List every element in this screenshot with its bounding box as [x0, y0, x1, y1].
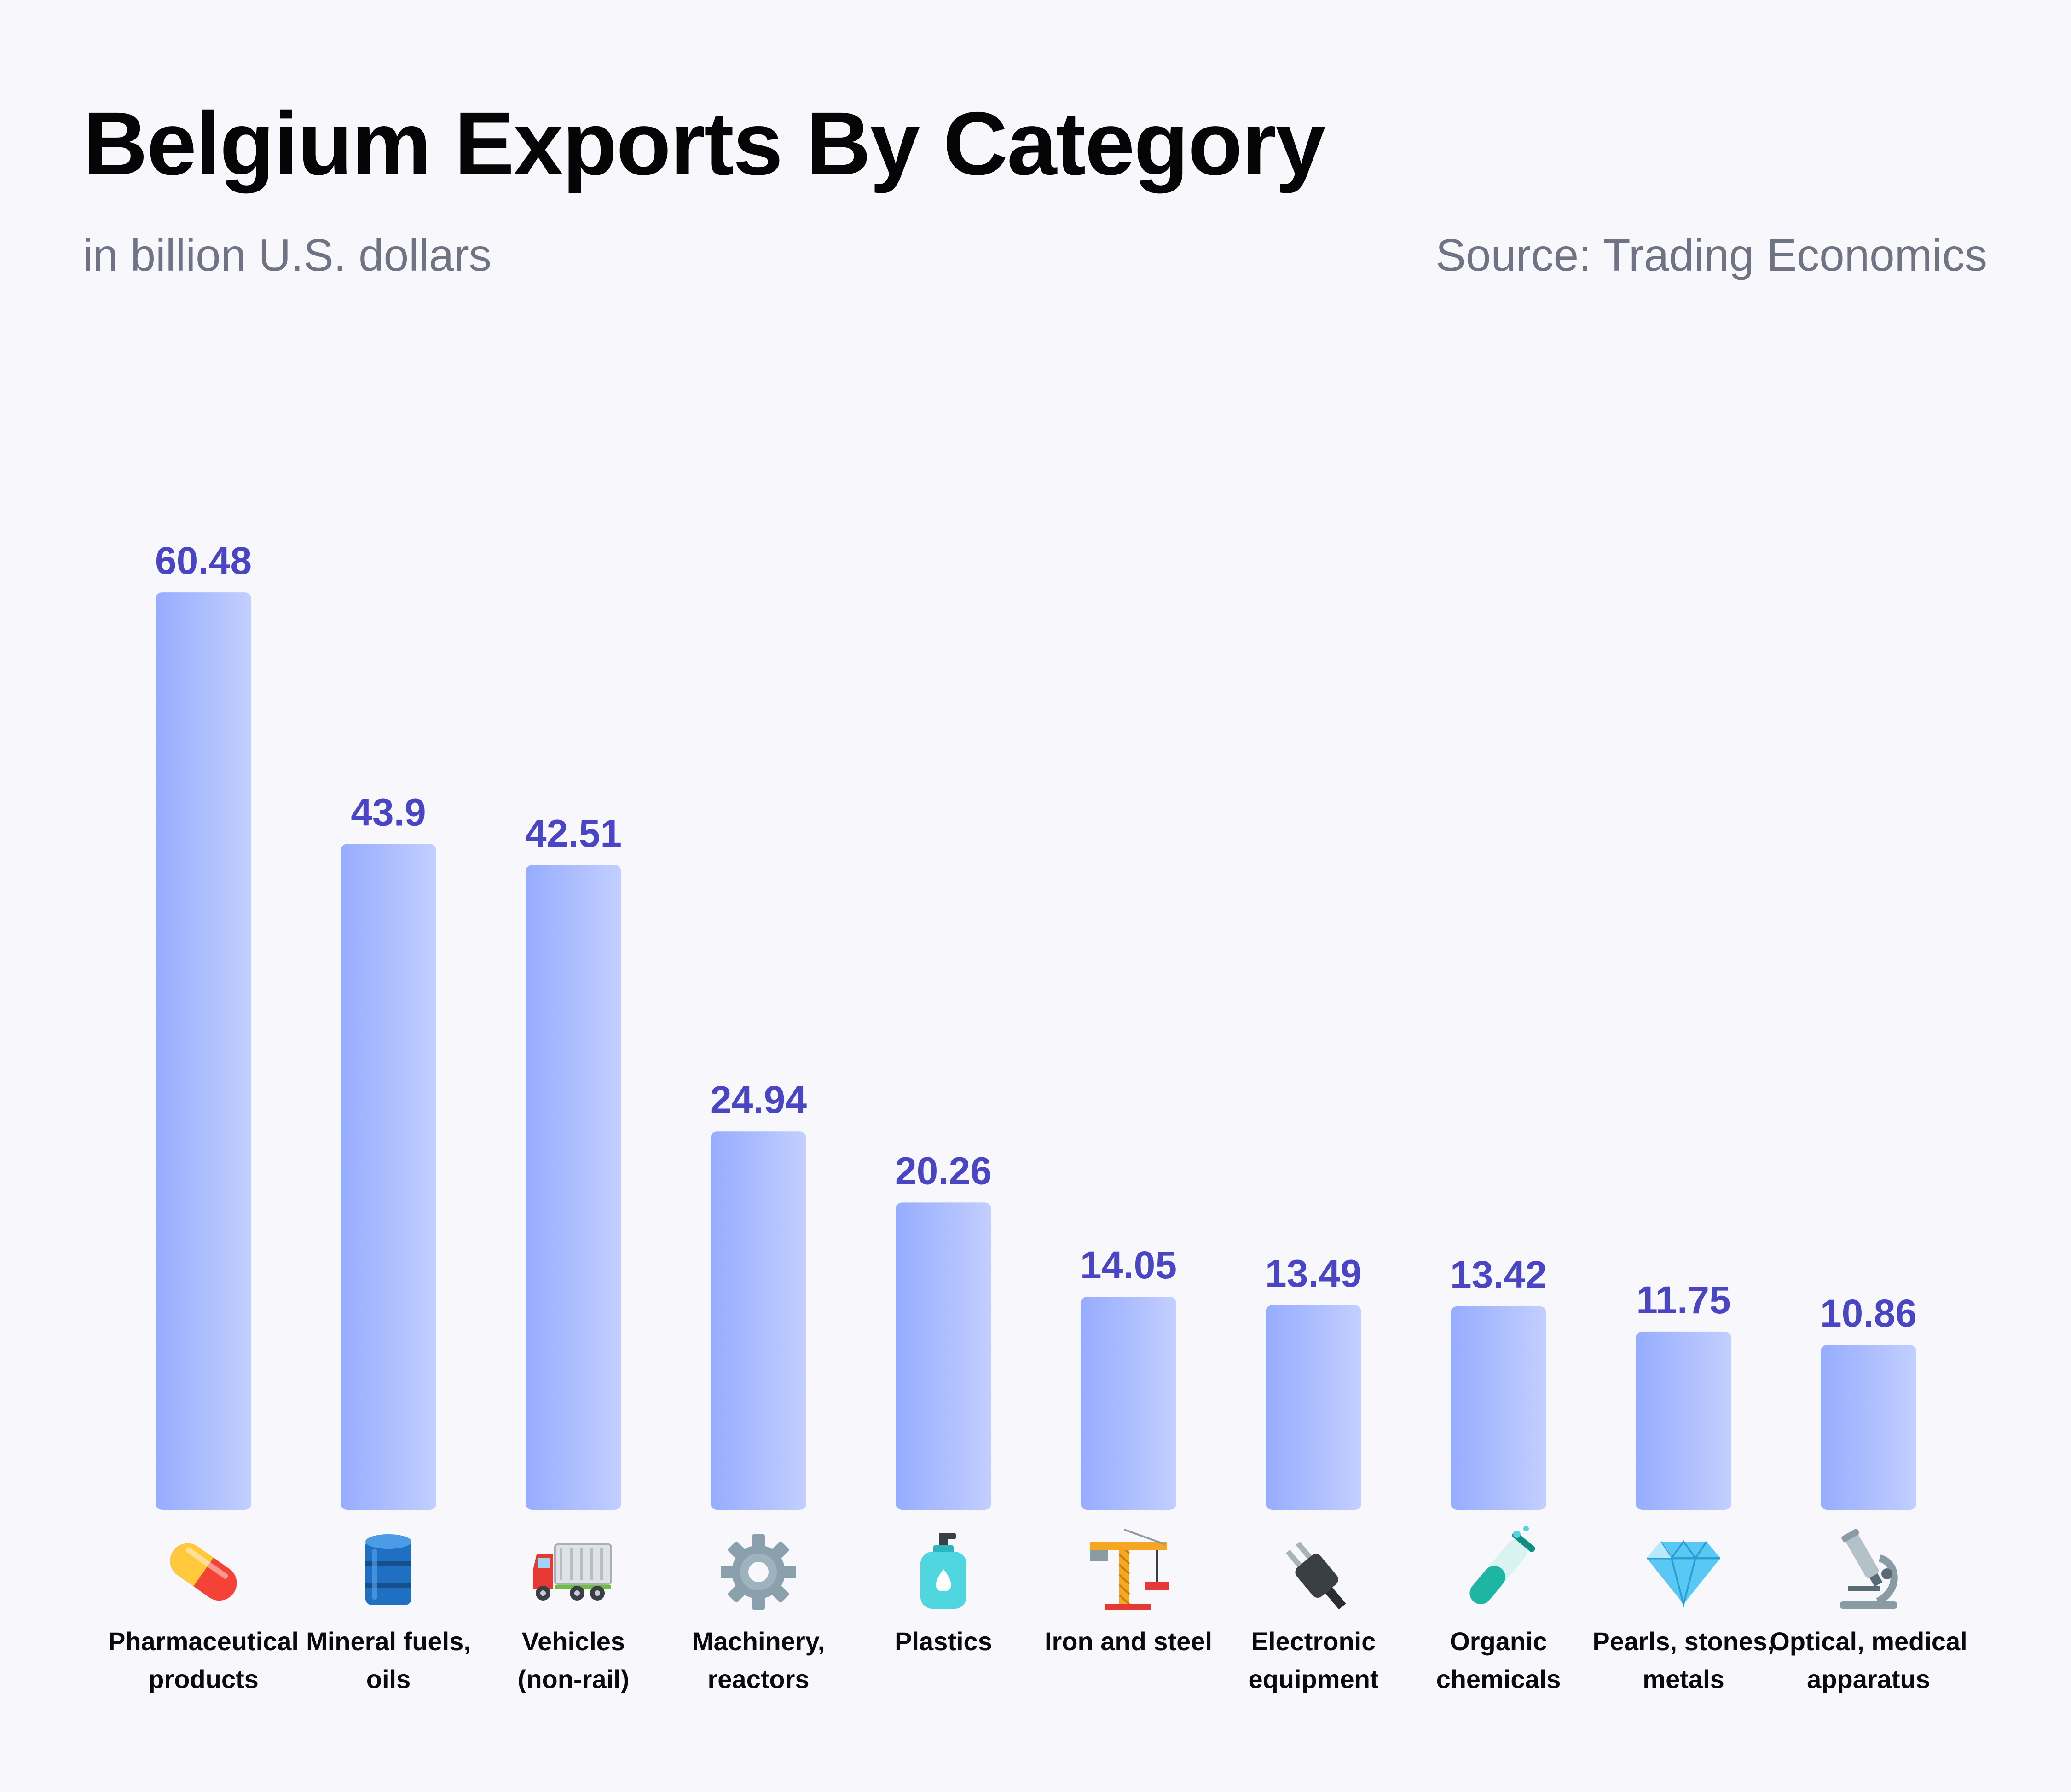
bar: [711, 1131, 806, 1510]
bars-group: [156, 592, 1916, 1510]
category-label: Pharmaceutical: [108, 1627, 299, 1656]
plug-icon: [1285, 1541, 1346, 1610]
test-tube-icon: [1469, 1526, 1535, 1604]
value-label: 11.75: [1636, 1278, 1731, 1322]
bar: [896, 1202, 991, 1510]
category-label: Vehicles: [522, 1627, 625, 1656]
pill-icon: [170, 1543, 237, 1601]
gear-icon: [721, 1534, 796, 1610]
crane-icon: [1090, 1529, 1169, 1610]
category-label: Pearls, stones,: [1592, 1627, 1774, 1656]
category-label: products: [148, 1664, 259, 1693]
category-label: Plastics: [895, 1627, 992, 1656]
category-label: Organic: [1450, 1627, 1547, 1656]
lotion-bottle-icon: [920, 1533, 966, 1609]
bar: [1821, 1345, 1916, 1510]
category-label: Iron and steel: [1045, 1627, 1212, 1656]
category-label: reactors: [707, 1664, 809, 1693]
category-label: Optical, medical: [1770, 1627, 1967, 1656]
value-label: 60.48: [155, 539, 252, 582]
value-label: 14.05: [1080, 1243, 1177, 1287]
value-label: 24.94: [710, 1078, 807, 1121]
value-labels-group: 60.48 43.9 42.51 24.94 20.26 14.05 13.49 13.42 1…: [155, 539, 1917, 1335]
oil-drum-icon: [365, 1534, 411, 1605]
microscope-icon: [1840, 1528, 1898, 1609]
category-label: Electronic: [1251, 1627, 1376, 1656]
category-label: Mineral fuels,: [306, 1627, 471, 1656]
chart-subtitle: in billion U.S. dollars: [83, 230, 492, 280]
bar: [1636, 1331, 1731, 1510]
bar: [1451, 1306, 1546, 1510]
category-label: chemicals: [1436, 1664, 1561, 1693]
category-label: equipment: [1248, 1664, 1378, 1693]
bar: [341, 844, 436, 1510]
source-note: Source: Trading Economics: [1435, 230, 1987, 280]
value-label: 10.86: [1820, 1292, 1917, 1335]
value-label: 43.9: [351, 790, 426, 834]
bar: [1266, 1305, 1361, 1510]
value-label: 20.26: [895, 1149, 992, 1192]
category-label: (non-rail): [518, 1664, 630, 1693]
chart-title: Belgium Exports By Category: [83, 93, 1325, 194]
category-label: metals: [1643, 1664, 1724, 1693]
value-label: 13.42: [1450, 1253, 1547, 1296]
bar: [526, 865, 621, 1510]
category-label: apparatus: [1807, 1664, 1930, 1693]
value-label: 42.51: [525, 812, 622, 855]
truck-icon: [533, 1543, 612, 1601]
gem-icon: [1647, 1540, 1720, 1608]
bar: [1081, 1297, 1176, 1510]
bar: [156, 592, 251, 1510]
category-icons-group: [170, 1526, 1898, 1610]
category-labels-group: Pharmaceutical products Mineral fuels, oils…: [108, 1627, 1967, 1693]
category-label: Machinery,: [692, 1627, 825, 1656]
category-label: oils: [366, 1664, 411, 1693]
value-label: 13.49: [1265, 1252, 1362, 1295]
